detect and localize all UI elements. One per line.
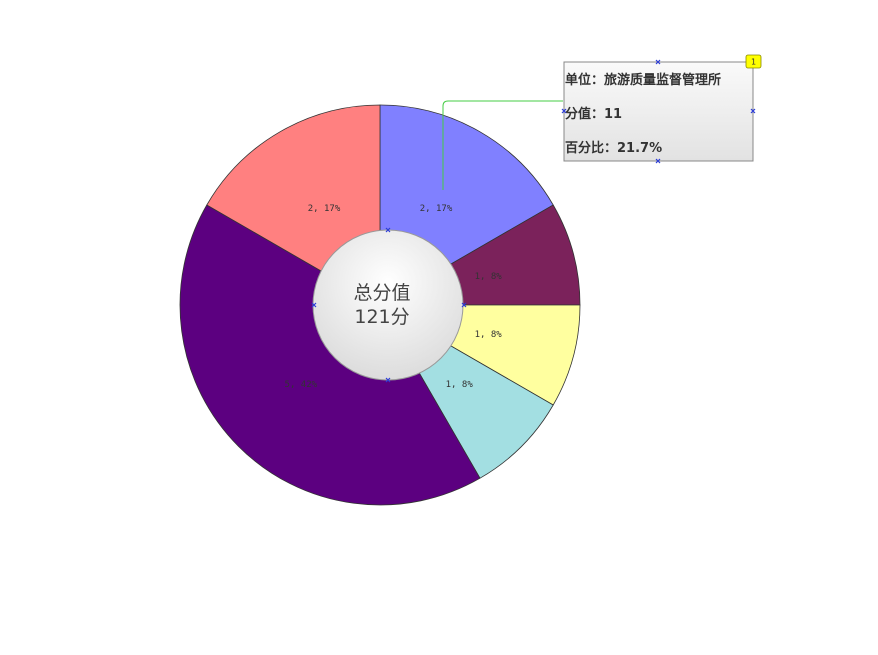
tooltip-score: 分值：11 xyxy=(565,106,622,122)
tooltip-percent: 百分比：21.7% xyxy=(565,140,662,156)
center-hole: 总分值 121分 xyxy=(312,229,464,381)
tooltip-badge-text: 1 xyxy=(751,58,756,67)
center-handles xyxy=(311,227,467,383)
slice-label-0: 2, 17% xyxy=(420,204,453,214)
tooltip[interactable]: 单位：旅游质量监督管理所 分值：11 百分比：21.7% 1 xyxy=(561,54,762,164)
slice-label-3: 1, 8% xyxy=(446,380,474,390)
slice-label-2: 1, 8% xyxy=(475,330,503,340)
pie-slice-4[interactable] xyxy=(179,204,481,506)
slice-label-5: 2, 17% xyxy=(308,204,341,214)
slice-labels-layer: 2, 17% 1, 8% 1, 8% 1, 8% 5, 42% 2, 17% xyxy=(285,204,503,390)
center-label-line1: 总分值 xyxy=(353,282,410,304)
tooltip-unit: 单位：旅游质量监督管理所 xyxy=(565,72,721,88)
tooltip-handles xyxy=(561,59,756,164)
center-label-line2: 121分 xyxy=(354,306,409,328)
slice-label-4: 5, 42% xyxy=(285,380,318,390)
tooltip-badge[interactable]: 1 xyxy=(745,54,762,69)
slice-label-1: 1, 8% xyxy=(475,272,503,282)
tooltip-connector xyxy=(442,100,563,190)
